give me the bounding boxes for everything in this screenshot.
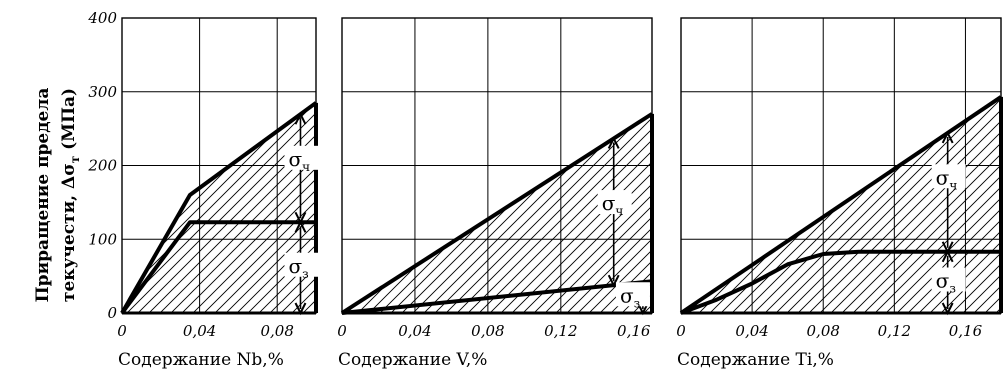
y-axis-label-line2-subscript: т — [68, 156, 82, 163]
x-tick-label: 0,12 — [878, 322, 911, 340]
x-tick-label: 0,16 — [949, 322, 983, 340]
x-tick-label: 0,08 — [260, 322, 293, 340]
x-tick-label: 0,04 — [398, 322, 431, 340]
annotation-bg — [931, 267, 966, 292]
y-tick-label: 300 — [88, 83, 117, 101]
arrow-head-up — [294, 220, 307, 233]
series-line-sigma-z-nb — [120, 220, 316, 315]
arrow-head-down — [607, 274, 620, 288]
x-axis-label-nb: Содержание Nb,% — [118, 350, 284, 370]
label-sigma-ch-v: σч — [602, 191, 624, 218]
y-axis-label-line1: Приращение предела — [33, 88, 53, 303]
series-line-sigma-ch-v — [340, 112, 654, 315]
x-axis-label-ti: Содержание Ti,% — [677, 350, 834, 370]
label-subscript: з — [634, 296, 641, 310]
y-tick-label: 200 — [87, 157, 117, 175]
label-subscript: з — [302, 267, 309, 281]
y-axis-label: Приращение предела текучести, Δσт (МПа) — [33, 88, 82, 303]
annotation-bg — [931, 164, 966, 189]
label-sigma-z-ti: σз — [936, 269, 956, 296]
arrow-head-up — [294, 111, 307, 125]
arrow-head-down — [294, 302, 307, 316]
x-tick-label: 0,08 — [471, 322, 504, 340]
label-sigma-ch-ti: σч — [936, 165, 958, 192]
annotation-bg — [597, 190, 632, 215]
y-tick-label: 400 — [87, 9, 117, 27]
annotation-bg — [615, 282, 650, 307]
x-tick-label: 0 — [117, 322, 127, 340]
series-line-sigma-z-v — [341, 279, 653, 315]
label-symbol: σ — [288, 147, 302, 171]
x-tick-label: 0,08 — [807, 322, 840, 340]
x-tick-label: 0,16 — [617, 322, 651, 340]
label-symbol: σ — [288, 254, 302, 278]
label-sigma-z-v: σз — [620, 283, 640, 310]
label-subscript: ч — [302, 160, 310, 174]
label-sigma-z-nb: σз — [288, 254, 308, 281]
label-symbol: σ — [602, 191, 616, 215]
label-subscript: ч — [615, 204, 623, 218]
series-line-sigma-ch-nb — [120, 101, 318, 314]
hatched-area-nb — [122, 102, 316, 313]
series-line-sigma-z-ti — [680, 249, 1001, 315]
label-subscript: ч — [949, 178, 957, 192]
y-axis-label-line2-main: текучести, Δσ — [59, 163, 79, 302]
arrow-head-down — [636, 302, 649, 316]
y-tick-label: 0 — [107, 304, 117, 322]
annotation-bg — [284, 252, 319, 277]
x-tick-label: 0 — [337, 322, 347, 340]
label-subscript: з — [949, 282, 956, 296]
label-sigma-ch-nb: σч — [288, 147, 310, 174]
arrow-head-up — [607, 136, 620, 149]
arrow-head-down — [941, 302, 954, 316]
x-axis-label-v: Содержание V,% — [338, 350, 487, 370]
y-tick-label: 100 — [88, 230, 117, 248]
annotation-bg — [284, 145, 319, 170]
x-tick-label: 0,12 — [544, 322, 577, 340]
x-tick-label: 0,04 — [735, 322, 768, 340]
label-symbol: σ — [936, 165, 950, 189]
arrow-head-up — [941, 130, 954, 144]
label-symbol: σ — [936, 269, 950, 293]
y-axis-label-line2: текучести, Δσт (МПа) — [59, 88, 82, 302]
x-tick-label: 0 — [676, 322, 686, 340]
x-tick-label: 0,04 — [183, 322, 216, 340]
label-symbol: σ — [620, 283, 634, 307]
y-axis-label-line2-tail: (МПа) — [59, 88, 79, 156]
arrow-head-up — [941, 249, 954, 263]
